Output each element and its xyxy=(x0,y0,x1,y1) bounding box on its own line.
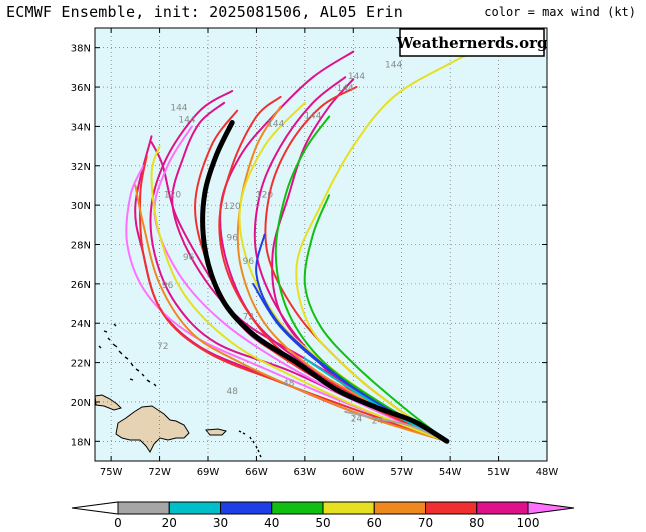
ensemble-member-track xyxy=(344,410,448,443)
lat-tick-label: 20N xyxy=(71,398,91,409)
watermark-text: Weathernerds.org xyxy=(395,34,548,52)
colorbar-label: 100 xyxy=(517,516,540,530)
watermark-box: Weathernerds.org xyxy=(395,28,548,57)
forecast-hour-label: 24 xyxy=(351,415,363,425)
colorbar-label: 20 xyxy=(162,516,177,530)
forecast-hour-label: 144 xyxy=(267,119,284,129)
lat-tick-label: 24N xyxy=(71,319,91,330)
lon-tick-label: 75W xyxy=(100,467,123,478)
forecast-hour-label: 120 xyxy=(164,190,181,200)
colorbar-label: 70 xyxy=(418,516,433,530)
lat-tick-label: 28N xyxy=(71,241,91,252)
lon-tick-label: 72W xyxy=(148,467,171,478)
forecast-hour-label: 48 xyxy=(226,387,238,397)
lon-tick-label: 60W xyxy=(342,467,365,478)
colorbar-segment xyxy=(425,501,478,515)
plot-title: ECMWF Ensemble, init: 2025081506, AL05 E… xyxy=(6,3,403,21)
forecast-hour-label: 120 xyxy=(224,202,241,212)
ensemble-member-track xyxy=(303,357,448,443)
forecast-hour-label: 48 xyxy=(283,379,295,389)
forecast-hour-label: 144 xyxy=(348,72,365,82)
colorbar-segment xyxy=(220,501,273,515)
forecast-hour-label: 144 xyxy=(178,115,195,125)
lon-tick-label: 54W xyxy=(439,467,462,478)
forecast-hour-label: 96 xyxy=(243,257,255,267)
hispaniola-land xyxy=(115,405,190,453)
ensemble-member-track xyxy=(153,125,448,443)
axis-ticks: 75W 72W 69W 66W 63W 60W 57W 54W 51W 48W 18N 20N 22N 2… xyxy=(71,28,559,478)
lat-tick-label: 18N xyxy=(71,437,91,448)
ensemble-member-track xyxy=(303,194,448,443)
forecast-hour-label: 144 xyxy=(304,112,321,122)
bahamas-islands xyxy=(98,323,157,387)
colorbar-low-cap xyxy=(71,501,119,515)
lat-tick-label: 30N xyxy=(71,201,91,212)
lat-tick-label: 38N xyxy=(71,44,91,55)
colorbar-label: 50 xyxy=(315,516,330,530)
ensemble-member-track xyxy=(295,30,516,443)
forecast-hour-label: 120 xyxy=(256,190,273,200)
ensemble-member-track xyxy=(274,115,448,443)
lat-tick-label: 36N xyxy=(71,83,91,94)
colorbar-label: 60 xyxy=(367,516,382,530)
cuba-land xyxy=(95,394,122,411)
puerto-rico-land xyxy=(205,428,227,436)
ensemble-mean-track xyxy=(200,120,450,444)
land-masses xyxy=(95,323,262,458)
colorbar-segment xyxy=(373,501,426,515)
colorbar-label: 30 xyxy=(213,516,228,530)
ensemble-tracks xyxy=(125,30,516,444)
forecast-hour-label: 144 xyxy=(337,84,354,94)
forecast-hour-label: 144 xyxy=(385,60,402,70)
forecast-hour-label: 72 xyxy=(243,312,254,322)
colorbar-high-cap xyxy=(527,501,575,515)
lon-tick-label: 57W xyxy=(390,467,413,478)
colorbar-label: 0 xyxy=(114,516,122,530)
colorbar-label: 40 xyxy=(264,516,279,530)
lon-tick-label: 63W xyxy=(294,467,317,478)
forecast-hour-label: 96 xyxy=(226,234,238,244)
colorbar-label: 80 xyxy=(469,516,484,530)
colorbar-segment xyxy=(476,501,529,515)
forecast-hour-label: 144 xyxy=(170,104,187,114)
lat-tick-label: 34N xyxy=(71,122,91,133)
lesser-antilles-islands xyxy=(238,430,262,458)
lon-tick-label: 48W xyxy=(536,467,559,478)
wind-colorbar: 0 20 30 40 50 60 70 80 100 xyxy=(71,501,575,530)
ensemble-member-track xyxy=(150,145,448,443)
lat-tick-label: 22N xyxy=(71,359,91,370)
forecast-hour-label: 96 xyxy=(162,281,174,291)
colorbar-segment xyxy=(168,501,221,515)
colorbar-segment xyxy=(322,501,375,515)
lat-tick-label: 26N xyxy=(71,280,91,291)
colorbar-segment xyxy=(271,501,324,515)
lat-tick-label: 32N xyxy=(71,162,91,173)
colorbar-caption: color = max wind (kt) xyxy=(484,5,636,19)
lon-tick-label: 66W xyxy=(245,467,268,478)
forecast-hour-label: 72 xyxy=(157,342,168,352)
forecast-hour-label: 96 xyxy=(183,253,195,263)
lon-tick-label: 69W xyxy=(197,467,220,478)
forecast-hour-label: 24 xyxy=(372,417,384,427)
colorbar-segment xyxy=(117,501,170,515)
lon-tick-label: 51W xyxy=(487,467,510,478)
